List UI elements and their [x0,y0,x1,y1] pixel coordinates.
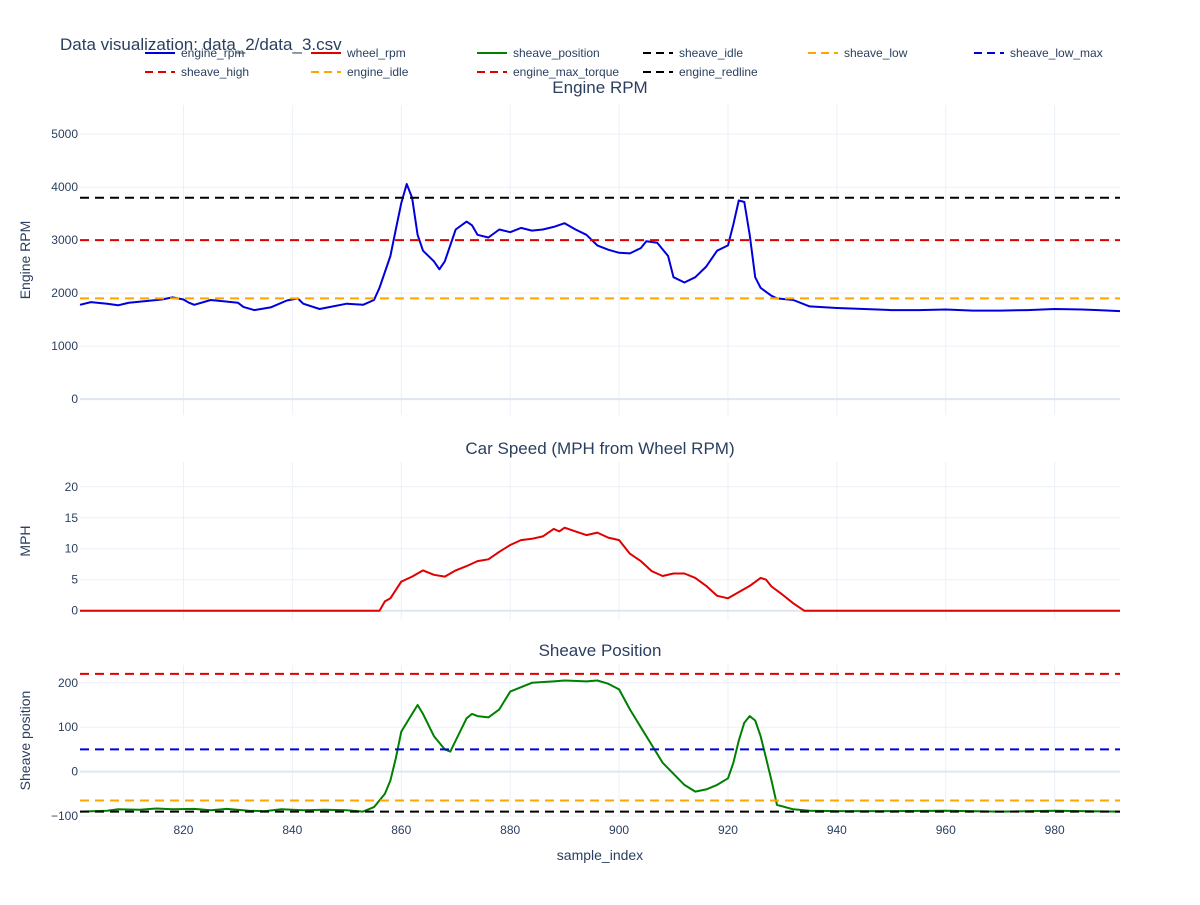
x-tick-label: 860 [391,823,411,837]
x-tick-label: 820 [173,823,193,837]
y-tick-label: 100 [58,720,78,734]
y-axis-label: MPH [17,525,33,556]
y-axis-label: Engine RPM [17,221,33,300]
legend-item-sheave_high[interactable]: sheave_high [145,65,249,79]
subplot-title: Car Speed (MPH from Wheel RPM) [465,439,734,458]
y-tick-label: −100 [51,809,78,823]
y-tick-label: 4000 [51,180,78,194]
x-axis-label: sample_index [557,847,643,863]
legend-item-engine_redline[interactable]: engine_redline [643,65,758,79]
x-tick-label: 900 [609,823,629,837]
y-tick-label: 3000 [51,233,78,247]
y-tick-label: 5000 [51,127,78,141]
subplot-2: 0 5 10 15 20 Car Speed (MPH from Wheel RPM) MP… [17,439,1120,620]
legend-label: sheave_low [844,46,908,60]
legend-item-wheel_rpm[interactable]: wheel_rpm [311,46,406,60]
legend-label: sheave_idle [679,46,743,60]
x-tick-label: 960 [936,823,956,837]
chart-title: Data visualization: data_2/data_3.csv [60,35,342,54]
legend-item-sheave_idle[interactable]: sheave_idle [643,46,743,60]
x-tick-label: 840 [282,823,302,837]
y-tick-label: 0 [71,604,78,618]
legend-label: engine_redline [679,65,758,79]
legend-label: engine_idle [347,65,409,79]
y-tick-label: 10 [65,542,79,556]
subplot-1: 0 1000 2000 3000 4000 5000 Engine RPM Engine RP… [17,78,1121,415]
subplot-title: Sheave Position [539,641,662,660]
legend-item-sheave_low[interactable]: sheave_low [808,46,908,60]
y-tick-label: 5 [71,573,78,587]
legend-item-engine_rpm[interactable]: engine_rpm [145,46,244,60]
y-tick-label: 2000 [51,286,78,300]
legend-label: engine_rpm [181,46,244,60]
series-line-wheel_rpm[interactable] [80,526,1120,612]
series-line-sheave_position[interactable] [79,679,1121,813]
legend-label: sheave_high [181,65,249,79]
x-tick-label: 940 [827,823,847,837]
subplot-title: Engine RPM [552,78,647,97]
y-tick-label: 15 [65,511,79,525]
legend[interactable]: engine_rpm wheel_rpm sheave_position sheave… [145,46,1103,79]
y-tick-label: 1000 [51,339,78,353]
y-tick-label: 200 [58,676,78,690]
legend-label: sheave_low_max [1010,46,1103,60]
y-tick-label: 0 [71,765,78,779]
legend-item-sheave_position[interactable]: sheave_position [477,46,600,60]
subplot-3: −100 0 100 200 Sheave Position Sheave positio… [17,641,1121,823]
y-tick-label: 0 [71,392,78,406]
x-tick-label: 920 [718,823,738,837]
legend-item-engine_idle[interactable]: engine_idle [311,65,409,79]
legend-item-engine_max_torque[interactable]: engine_max_torque [477,65,619,79]
y-tick-label: 20 [65,480,79,494]
y-axis-label: Sheave position [17,691,33,791]
x-tick-label: 880 [500,823,520,837]
legend-item-sheave_low_max[interactable]: sheave_low_max [974,46,1103,60]
legend-label: engine_max_torque [513,65,619,79]
legend-label: sheave_position [513,46,600,60]
x-tick-label: 980 [1045,823,1065,837]
legend-label: wheel_rpm [346,46,406,60]
